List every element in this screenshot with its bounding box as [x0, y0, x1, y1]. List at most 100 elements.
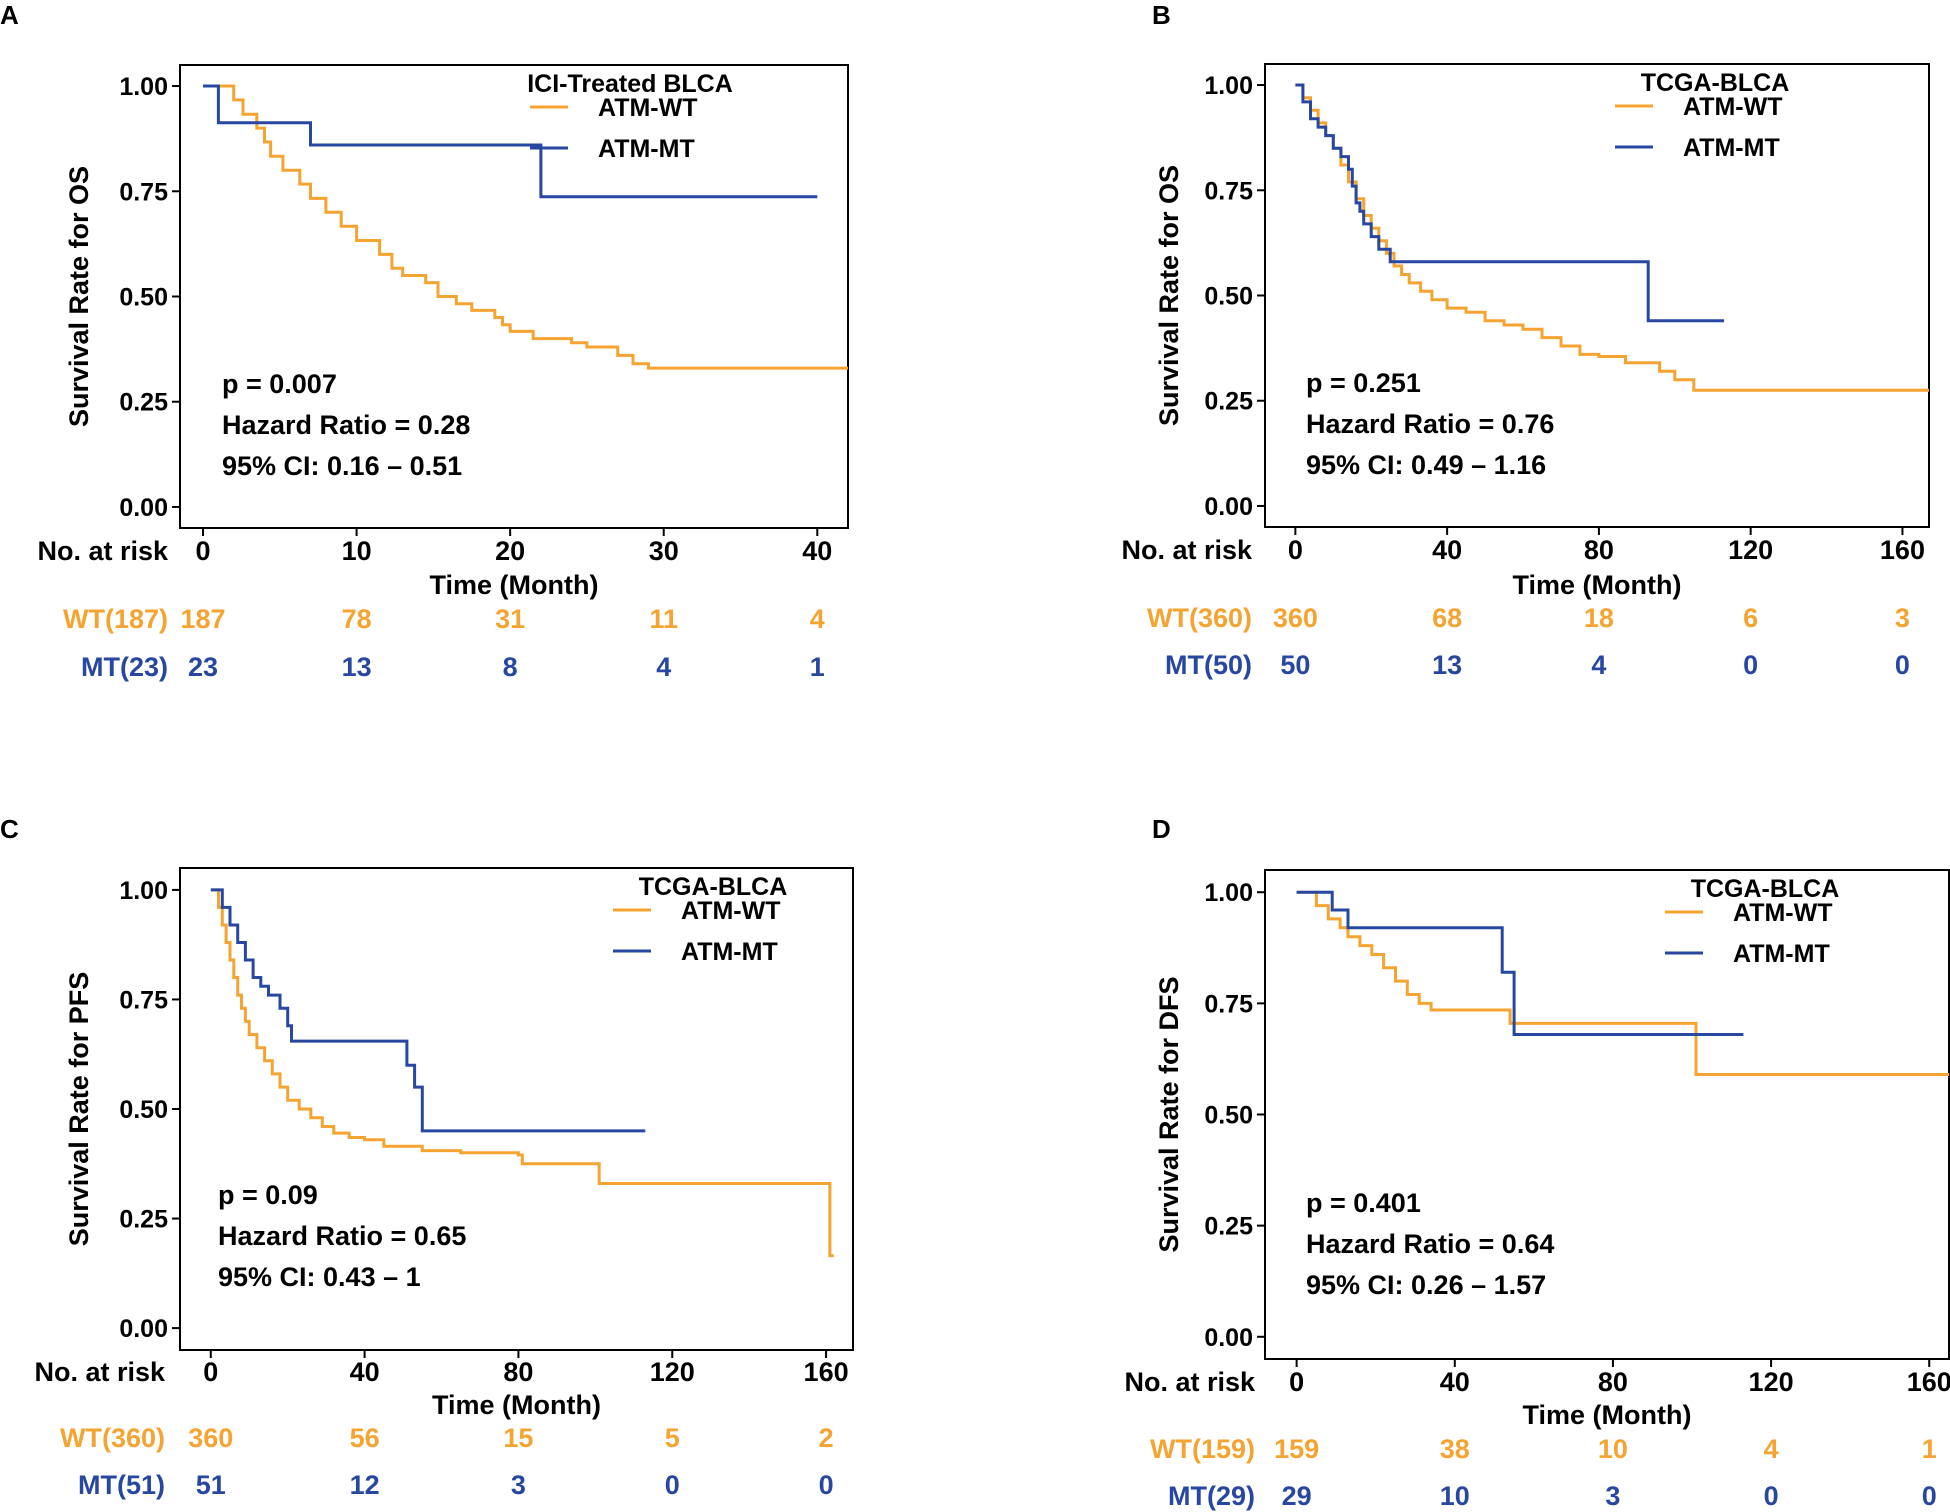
risk-count: 0	[1895, 650, 1910, 680]
x-tick-label: 160	[1880, 535, 1925, 565]
panel-label: A	[0, 0, 19, 30]
risk-count: 4	[810, 604, 825, 634]
panel-d: D0.000.250.500.751.000 40 80 120 160Survival…	[1124, 814, 1950, 1511]
legend-label-atm-wt: ATM-WT	[681, 897, 781, 925]
risk-count: 1	[1922, 1434, 1937, 1464]
y-tick-label: 1.00	[119, 877, 168, 905]
risk-row-label: WT(159)	[1150, 1434, 1255, 1464]
x-axis-title: Time (Month)	[1523, 1400, 1692, 1430]
risk-count: 360	[188, 1423, 233, 1453]
x-tick-label: 80	[503, 1357, 533, 1387]
risk-count: 56	[350, 1423, 380, 1453]
panel-label: D	[1152, 814, 1171, 844]
y-tick-label: 0.25	[1204, 388, 1253, 416]
risk-count: 4	[1764, 1434, 1779, 1464]
series-line-atm-mt	[1296, 890, 1744, 1036]
risk-count: 187	[181, 604, 226, 634]
y-tick-label: 0.50	[1204, 283, 1253, 311]
x-tick-label: 20	[495, 536, 525, 566]
risk-count: 13	[342, 652, 372, 682]
legend-label-atm-mt: ATM-MT	[1683, 134, 1780, 162]
risk-count: 5	[665, 1423, 680, 1453]
legend-title: TCGA-BLCA	[1641, 69, 1790, 97]
risk-count: 18	[1584, 603, 1614, 633]
series-line-atm-wt	[1295, 83, 1929, 392]
risk-row-label: WT(187)	[63, 604, 168, 634]
risk-row-label: MT(50)	[1165, 650, 1252, 680]
y-tick-label: 0.50	[119, 1096, 168, 1124]
stat-annotation: 95% CI: 0.16 – 0.51	[222, 451, 462, 481]
x-tick-label: 40	[1432, 535, 1462, 565]
risk-count: 23	[188, 652, 218, 682]
x-axis-title: Time (Month)	[1513, 570, 1682, 600]
risk-count: 4	[1591, 650, 1606, 680]
risk-count: 50	[1280, 650, 1310, 680]
risk-count: 360	[1273, 603, 1318, 633]
x-axis-title: Time (Month)	[432, 1390, 601, 1420]
y-axis-title: Survival Rate for DFS	[1154, 976, 1184, 1252]
risk-count: 51	[196, 1470, 226, 1500]
y-tick-label: 0.00	[119, 1315, 168, 1343]
x-tick-label: 0	[1289, 1367, 1304, 1397]
risk-table-label: No. at risk	[1124, 1367, 1256, 1397]
risk-count: 1	[810, 652, 825, 682]
y-tick-label: 0.75	[119, 986, 168, 1014]
risk-count: 0	[1922, 1481, 1937, 1511]
risk-count: 12	[350, 1470, 380, 1500]
risk-count: 3	[1895, 603, 1910, 633]
legend-label-atm-wt: ATM-WT	[1683, 93, 1783, 121]
risk-count: 2	[819, 1423, 834, 1453]
risk-count: 4	[656, 652, 671, 682]
stat-annotation: 95% CI: 0.26 – 1.57	[1306, 1270, 1546, 1300]
series-line-atm-wt	[1296, 890, 1949, 1076]
risk-count: 6	[1743, 603, 1758, 633]
risk-row-label: MT(23)	[81, 652, 168, 682]
legend-label-atm-mt: ATM-MT	[681, 938, 778, 966]
risk-row-label: WT(360)	[60, 1423, 165, 1453]
x-tick-label: 120	[1728, 535, 1773, 565]
x-tick-label: 40	[350, 1357, 380, 1387]
x-tick-label: 40	[802, 536, 832, 566]
y-tick-label: 0.00	[1204, 1324, 1253, 1352]
stat-annotation: p = 0.401	[1306, 1188, 1421, 1218]
panel-label: B	[1152, 0, 1171, 30]
legend-title: TCGA-BLCA	[639, 873, 788, 901]
x-tick-label: 120	[1749, 1367, 1794, 1397]
risk-table-label: No. at risk	[1121, 535, 1253, 565]
stat-annotation: Hazard Ratio = 0.64	[1306, 1229, 1554, 1259]
legend-title: TCGA-BLCA	[1691, 875, 1840, 903]
y-axis-title: Survival Rate for OS	[64, 166, 94, 427]
y-tick-label: 0.50	[1204, 1102, 1253, 1130]
risk-count: 38	[1440, 1434, 1470, 1464]
series-line-atm-mt	[1295, 83, 1725, 323]
risk-count: 8	[503, 652, 518, 682]
stat-annotation: Hazard Ratio = 0.28	[222, 410, 470, 440]
stat-annotation: Hazard Ratio = 0.65	[218, 1221, 466, 1251]
risk-table-label: No. at risk	[37, 536, 169, 566]
y-tick-label: 0.50	[119, 284, 168, 312]
series-line-atm-mt	[210, 888, 646, 1133]
stat-annotation: Hazard Ratio = 0.76	[1306, 409, 1554, 439]
legend-title: ICI-Treated BLCA	[527, 70, 733, 98]
risk-count: 3	[1605, 1481, 1620, 1511]
risk-row-label: MT(29)	[1168, 1481, 1255, 1511]
x-tick-label: 0	[203, 1357, 218, 1387]
x-tick-label: 30	[649, 536, 679, 566]
y-tick-label: 0.75	[1204, 990, 1253, 1018]
legend-label-atm-mt: ATM-MT	[1733, 940, 1830, 968]
panel-a: A 0.00 0.25 0.50 0.75 1.00 0 10 20 30 40 Survival R…	[0, 0, 849, 682]
y-tick-label: 0.25	[1204, 1213, 1253, 1241]
risk-count: 29	[1282, 1481, 1312, 1511]
risk-row-label: WT(360)	[1147, 603, 1252, 633]
risk-count: 10	[1598, 1434, 1628, 1464]
y-tick-label: 1.00	[119, 73, 168, 101]
risk-count: 13	[1432, 650, 1462, 680]
risk-count: 10	[1440, 1481, 1470, 1511]
risk-row-label: MT(51)	[78, 1470, 165, 1500]
y-axis-title: Survival Rate for PFS	[64, 972, 94, 1247]
y-tick-label: 0.75	[1204, 177, 1253, 205]
risk-count: 0	[665, 1470, 680, 1500]
